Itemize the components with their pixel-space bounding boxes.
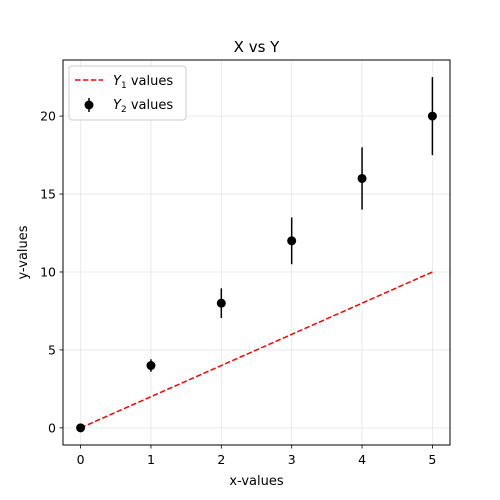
x-axis-ticks: 0 1 2 3 4 5 (77, 445, 436, 467)
x-tick-label: 5 (428, 452, 436, 467)
y-tick-label: 15 (40, 187, 56, 202)
plot-series (76, 77, 437, 433)
series-y2-point (76, 423, 86, 433)
legend-y1-label: Y1 values (113, 74, 173, 91)
x-tick-label: 3 (288, 452, 296, 467)
y-axis-label: y-values (16, 225, 31, 279)
series-y2-point (146, 361, 156, 371)
x-axis-label: x-values (229, 474, 284, 489)
y-tick-label: 5 (48, 342, 56, 357)
x-tick-label: 2 (217, 452, 225, 467)
plot-frame (62, 59, 451, 446)
legend: Y1 values Y2 values (68, 65, 187, 121)
series-y2-point (287, 236, 297, 246)
x-tick-label: 4 (358, 452, 366, 467)
y-tick-label: 10 (40, 264, 56, 279)
x-tick-label: 0 (77, 452, 85, 467)
series-y1-line (80, 271, 433, 429)
series-y2-point (216, 298, 226, 308)
chart-title: X vs Y (234, 38, 281, 56)
x-tick-label: 1 (147, 452, 155, 467)
y-tick-label: 20 (40, 109, 56, 124)
legend-box (68, 65, 187, 121)
grid (63, 60, 450, 445)
y-axis-ticks: 0 5 10 15 20 (40, 109, 63, 435)
series-y2-point (357, 173, 367, 183)
legend-y2-label: Y2 values (113, 98, 173, 115)
legend-y2-marker (84, 100, 94, 110)
series-y2-point (427, 111, 437, 121)
y-tick-label: 0 (48, 420, 56, 435)
